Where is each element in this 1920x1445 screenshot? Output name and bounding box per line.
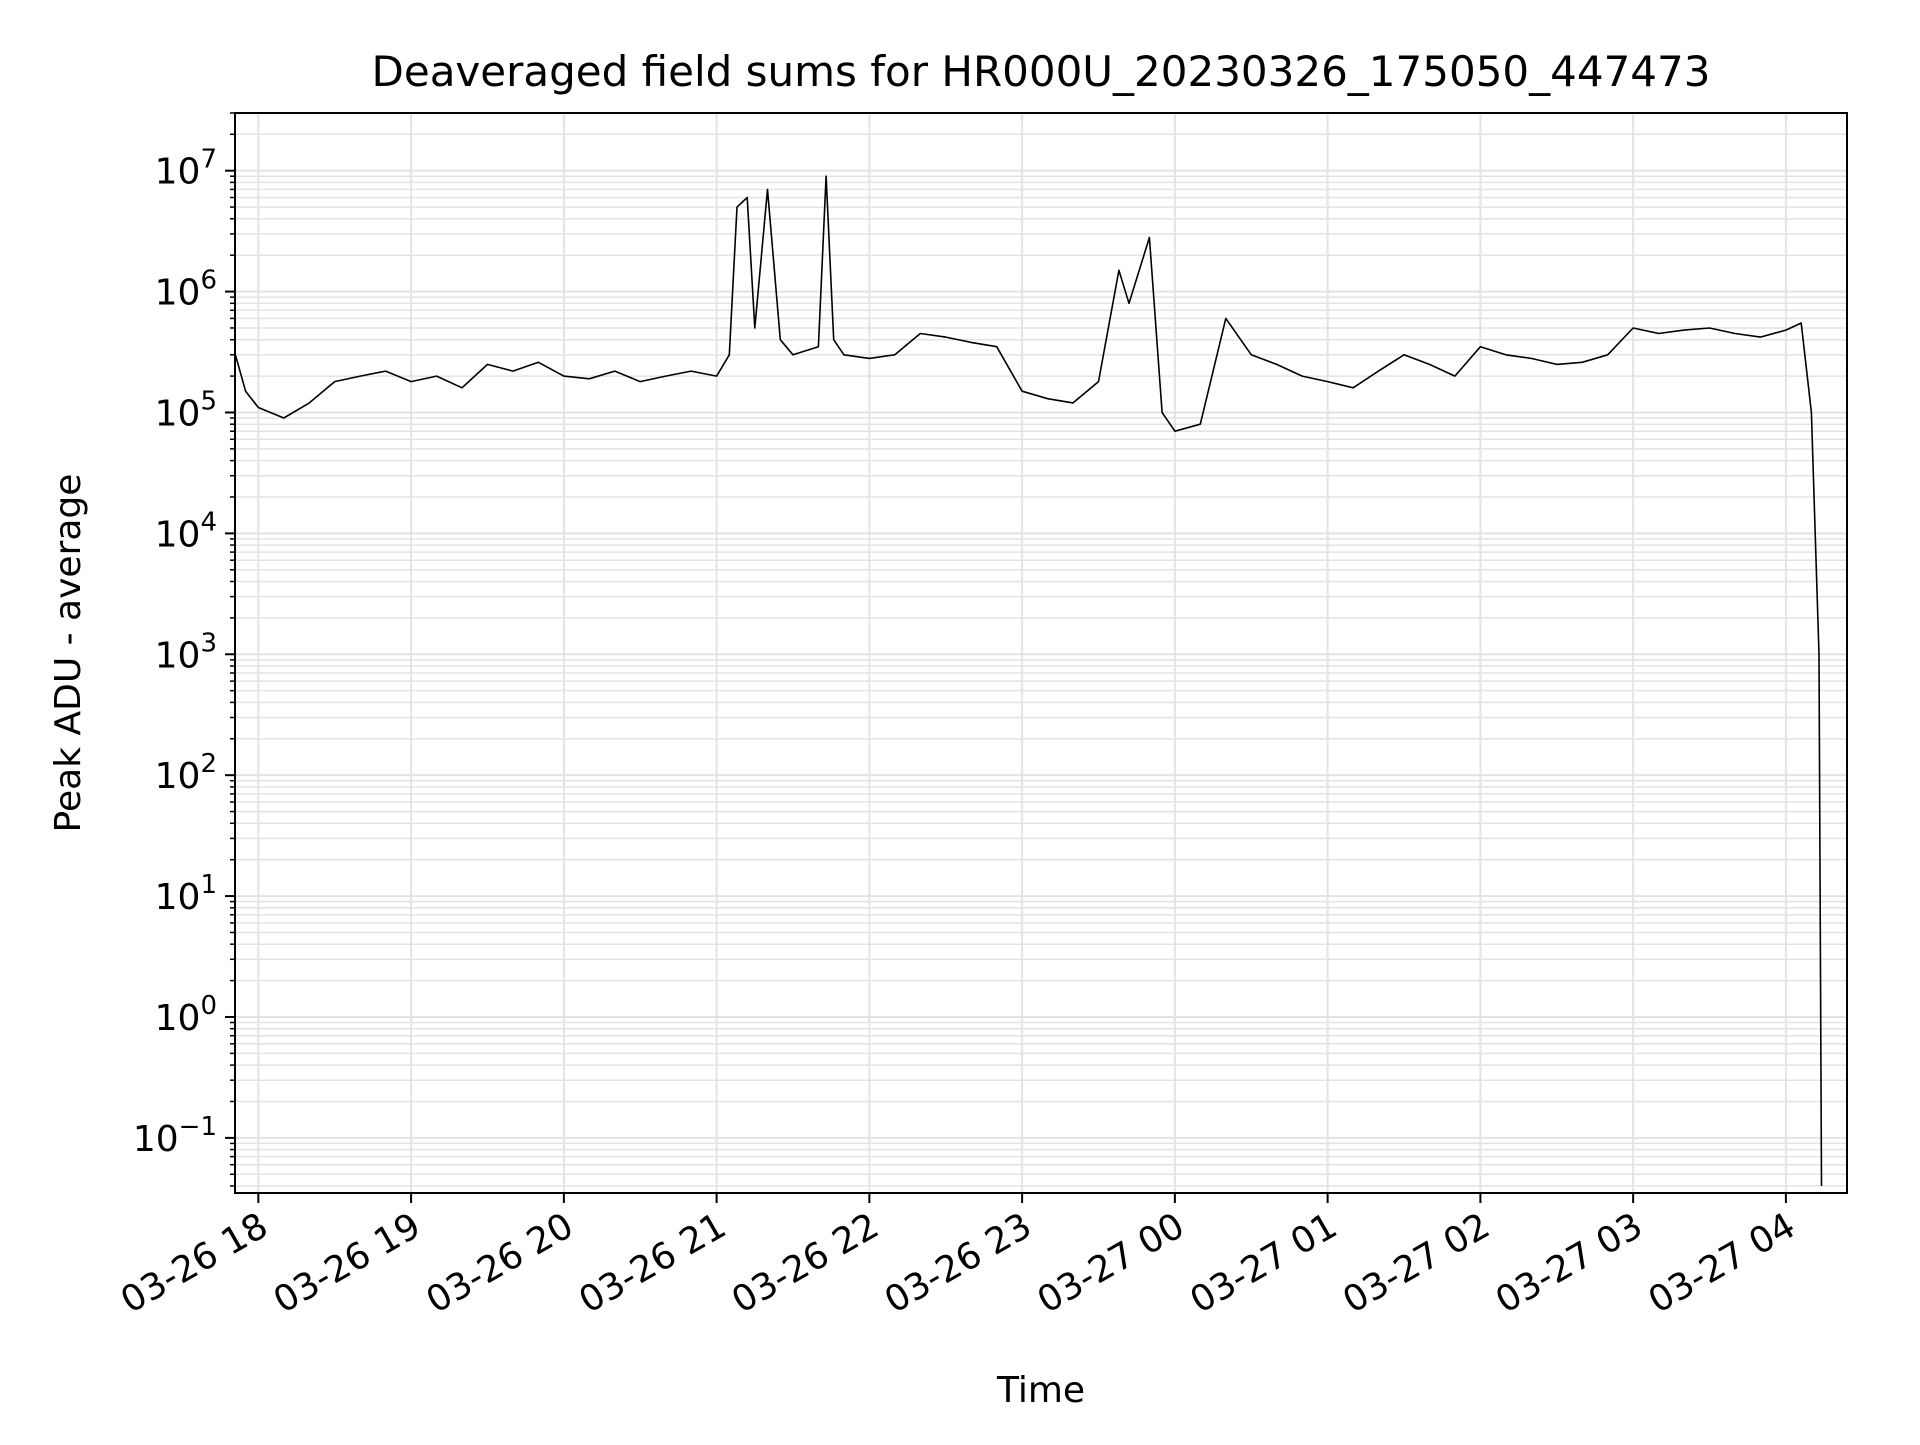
y-tick-label: 104 [155,507,217,555]
plot-frame [234,112,1848,1194]
y-tick-label: 101 [155,870,217,918]
series-layer [234,175,1823,1187]
series-line [234,175,1823,1187]
major-gridlines [235,113,1847,1193]
y-axis-label: Peak ADU - average [48,474,89,833]
y-tick-label: 100 [155,991,217,1039]
chart-title: Deaveraged field sums for HR000U_2023032… [372,47,1711,96]
y-tick-label: 105 [155,386,217,434]
y-tick-label: 10−1 [133,1112,217,1160]
x-axis-label: Time [996,1370,1085,1411]
y-tick-label: 106 [155,266,217,314]
y-tick-label: 103 [155,628,217,676]
y-tick-label: 102 [155,749,217,797]
y-tick-label: 107 [155,145,217,193]
